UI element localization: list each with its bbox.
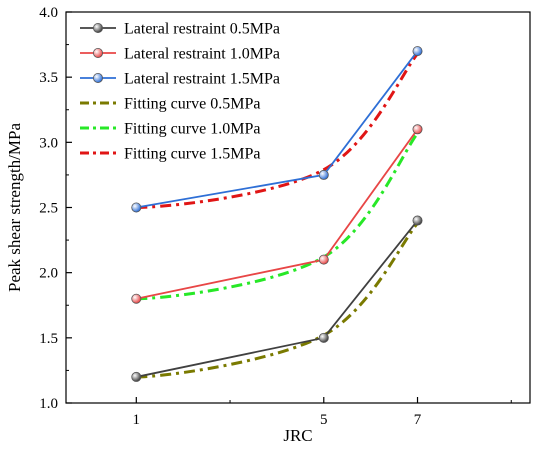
- measured-series-line: [136, 219, 419, 378]
- data-point: [318, 254, 329, 265]
- fitting-curve-line: [136, 222, 419, 379]
- legend-item: Lateral restraint 0.5MPa: [80, 21, 280, 38]
- legend-label: Lateral restraint 0.5MPa: [124, 21, 280, 38]
- data-point: [318, 169, 329, 180]
- x-axis-ticks: 1 5 7: [133, 397, 512, 428]
- x-tick-label: 1: [133, 412, 141, 428]
- legend-marker: [93, 48, 104, 59]
- legend: Lateral restraint 0.5MPa Lateral restrain…: [80, 21, 280, 163]
- x-axis-title: JRC: [283, 426, 312, 445]
- y-tick-label: 1.0: [39, 396, 58, 412]
- y-tick-label: 3.0: [39, 135, 58, 151]
- legend-item: Fitting curve 1.5MPa: [80, 146, 260, 163]
- data-point: [131, 293, 142, 304]
- legend-label: Lateral restraint 1.0MPa: [124, 46, 280, 63]
- x-tick-label: 5: [320, 412, 328, 428]
- y-tick-label: 2.0: [39, 266, 58, 282]
- y-tick-label: 2.5: [39, 201, 58, 217]
- legend-label: Fitting curve 1.0MPa: [124, 121, 260, 138]
- legend-label: Fitting curve 0.5MPa: [124, 96, 260, 113]
- series-layer: [131, 46, 423, 382]
- y-tick-label: 3.5: [39, 70, 58, 86]
- legend-label: Fitting curve 1.5MPa: [124, 146, 260, 163]
- legend-label: Lateral restraint 1.5MPa: [124, 71, 280, 88]
- legend-item: Lateral restraint 1.5MPa: [80, 71, 280, 88]
- data-point: [412, 215, 423, 226]
- x-tick-label: 7: [414, 412, 422, 428]
- legend-item: Lateral restraint 1.0MPa: [80, 46, 280, 63]
- legend-marker: [93, 22, 104, 33]
- data-point: [131, 371, 142, 382]
- data-point: [412, 46, 423, 57]
- data-point: [318, 332, 329, 343]
- y-axis-title: Peak shear strength/MPa: [5, 123, 24, 292]
- y-tick-label: 4.0: [39, 5, 58, 21]
- y-axis-ticks: 1.0 1.5 2.0 2.5 3.0 3.5 4.0: [39, 5, 72, 412]
- data-point: [412, 124, 423, 135]
- data-point: [131, 202, 142, 213]
- legend-item: Fitting curve 1.0MPa: [80, 121, 260, 138]
- legend-marker: [93, 73, 104, 84]
- fitting-curve-line: [136, 52, 419, 209]
- legend-item: Fitting curve 0.5MPa: [80, 96, 260, 113]
- y-tick-label: 1.5: [39, 331, 58, 347]
